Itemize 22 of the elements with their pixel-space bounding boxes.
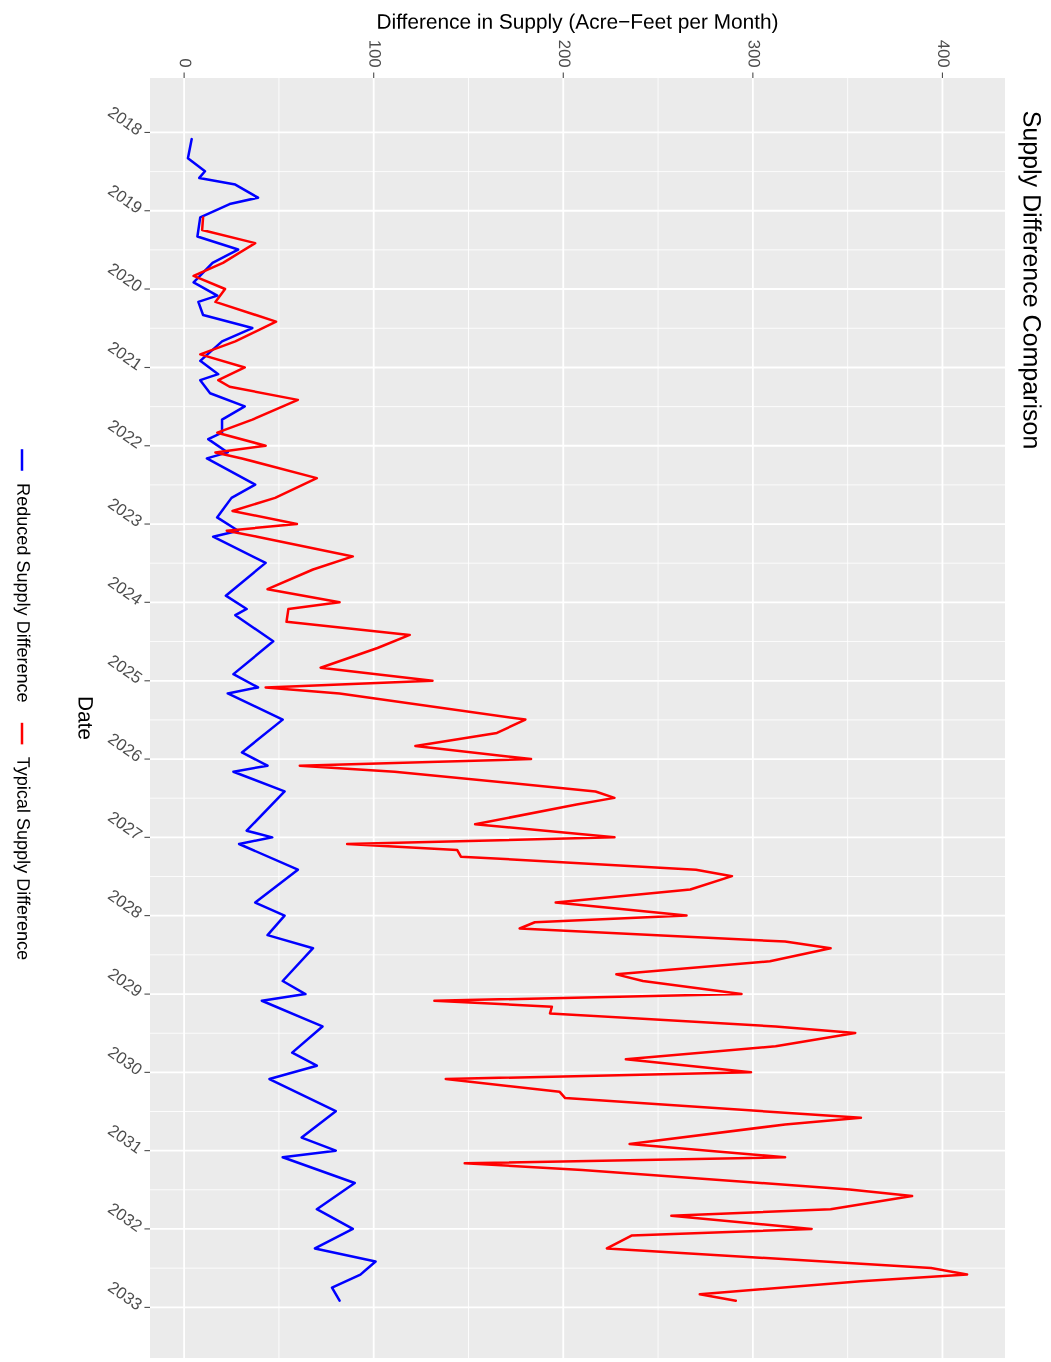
y-tick-label: 2019 bbox=[107, 183, 144, 214]
x-tick-label: 200 bbox=[558, 40, 571, 67]
y-tick-label: 2024 bbox=[107, 575, 144, 606]
x-tick-label: 100 bbox=[369, 41, 382, 67]
y-tick-label: 2026 bbox=[107, 732, 144, 763]
text: Supply Difference Comparison bbox=[1018, 111, 1042, 448]
y-tick-label: 2023 bbox=[107, 497, 144, 528]
y-tick-label: 2028 bbox=[107, 888, 144, 919]
x-tick-label: 0 bbox=[179, 58, 192, 67]
y-tick-label: 2030 bbox=[107, 1045, 144, 1076]
y-tick-label: 2025 bbox=[107, 654, 144, 685]
y-tick-label: 2018 bbox=[107, 105, 144, 136]
x-tick-label: 300 bbox=[748, 40, 761, 67]
x-tick-label: 400 bbox=[937, 40, 950, 67]
legend-label: Reduced Supply Difference bbox=[13, 484, 31, 702]
y-tick-label: 2020 bbox=[107, 262, 144, 293]
y-tick-label: 2027 bbox=[107, 810, 144, 841]
y-axis-title: Date bbox=[78, 697, 93, 740]
legend-label: Typical Supply Difference bbox=[13, 757, 31, 960]
y-tick-label: 2033 bbox=[107, 1280, 144, 1311]
x-axis-title: Difference in Supply (Acre−Feet per Month) bbox=[378, 13, 778, 33]
y-tick-label: 2029 bbox=[107, 967, 144, 998]
